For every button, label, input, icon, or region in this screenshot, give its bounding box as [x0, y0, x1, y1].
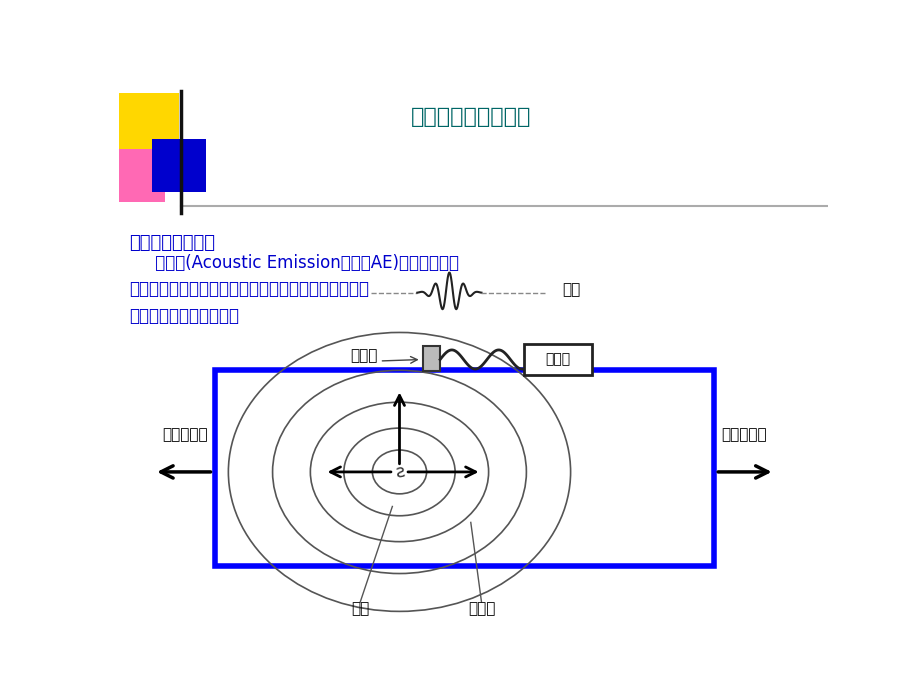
FancyBboxPatch shape	[119, 93, 179, 155]
FancyBboxPatch shape	[152, 139, 205, 192]
Text: 一、什么是声发射？: 一、什么是声发射？	[411, 108, 531, 128]
Text: 传感器: 传感器	[350, 348, 378, 363]
Text: 激励（力）: 激励（力）	[720, 427, 766, 442]
FancyBboxPatch shape	[423, 346, 439, 371]
Bar	[524, 344, 591, 375]
FancyBboxPatch shape	[215, 370, 713, 566]
Text: 声源: 声源	[351, 601, 369, 615]
Text: ƨ: ƨ	[393, 462, 405, 482]
Text: 信号线: 信号线	[545, 353, 570, 366]
Text: 声发射(Acoustic Emission，简称AE)是指物体在受
到形变或外力作用时，因迅速释放弹性能量而产生瞬态
应力波的一种物理现象。: 声发射(Acoustic Emission，简称AE)是指物体在受 到形变或外力…	[129, 254, 459, 325]
Text: 激励（力）: 激励（力）	[162, 427, 208, 442]
Text: 传统声发射的定义: 传统声发射的定义	[129, 234, 215, 253]
FancyBboxPatch shape	[119, 149, 165, 202]
Text: 信号: 信号	[562, 282, 580, 297]
Text: 应力波: 应力波	[467, 601, 494, 615]
